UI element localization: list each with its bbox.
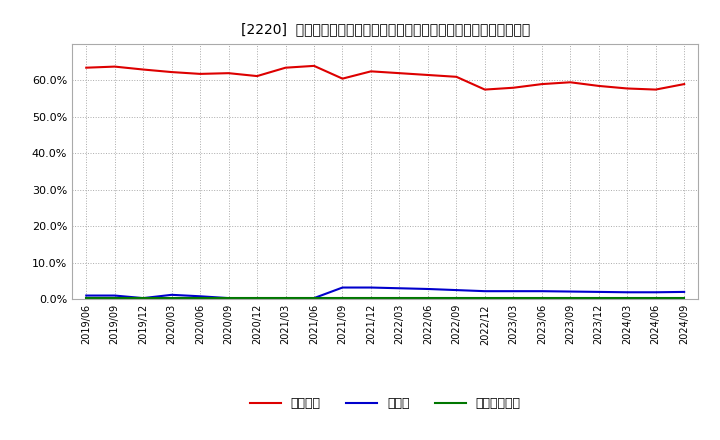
繰延税金資産 bbox=[196, 296, 204, 301]
のれん bbox=[595, 289, 603, 294]
繰延税金資産 bbox=[110, 296, 119, 301]
繰延税金資産 bbox=[566, 296, 575, 301]
自己資本 bbox=[652, 87, 660, 92]
Legend: 自己資本, のれん, 繰延税金資産: 自己資本, のれん, 繰延税金資産 bbox=[245, 392, 526, 415]
のれん bbox=[82, 293, 91, 298]
自己資本 bbox=[680, 81, 688, 87]
のれん bbox=[366, 285, 375, 290]
繰延税金資産 bbox=[537, 296, 546, 301]
のれん bbox=[452, 287, 461, 293]
自己資本 bbox=[537, 81, 546, 87]
繰延税金資産 bbox=[423, 296, 432, 301]
自己資本 bbox=[139, 67, 148, 72]
自己資本 bbox=[480, 87, 489, 92]
のれん bbox=[282, 296, 290, 301]
自己資本 bbox=[395, 70, 404, 76]
のれん bbox=[110, 293, 119, 298]
自己資本 bbox=[366, 69, 375, 74]
自己資本 bbox=[509, 85, 518, 90]
のれん bbox=[139, 296, 148, 301]
のれん bbox=[623, 290, 631, 295]
のれん bbox=[167, 292, 176, 297]
Title: [2220]  自己資本、のれん、繰延税金資産の総資産に対する比率の推移: [2220] 自己資本、のれん、繰延税金資産の総資産に対する比率の推移 bbox=[240, 22, 530, 36]
繰延税金資産 bbox=[282, 296, 290, 301]
のれん bbox=[480, 289, 489, 294]
Line: 自己資本: 自己資本 bbox=[86, 66, 684, 90]
自己資本 bbox=[110, 64, 119, 69]
繰延税金資産 bbox=[167, 296, 176, 301]
繰延税金資産 bbox=[253, 296, 261, 301]
自己資本 bbox=[82, 65, 91, 70]
繰延税金資産 bbox=[509, 296, 518, 301]
自己資本 bbox=[225, 70, 233, 76]
のれん bbox=[680, 289, 688, 294]
繰延税金資産 bbox=[338, 296, 347, 301]
のれん bbox=[509, 289, 518, 294]
繰延税金資産 bbox=[366, 296, 375, 301]
のれん bbox=[253, 296, 261, 301]
Line: のれん: のれん bbox=[86, 287, 684, 298]
のれん bbox=[225, 296, 233, 301]
繰延税金資産 bbox=[225, 296, 233, 301]
のれん bbox=[395, 286, 404, 291]
繰延税金資産 bbox=[680, 296, 688, 301]
自己資本 bbox=[566, 80, 575, 85]
繰延税金資産 bbox=[623, 296, 631, 301]
自己資本 bbox=[310, 63, 318, 69]
のれん bbox=[338, 285, 347, 290]
のれん bbox=[423, 286, 432, 292]
のれん bbox=[566, 289, 575, 294]
繰延税金資産 bbox=[595, 296, 603, 301]
のれん bbox=[196, 293, 204, 299]
のれん bbox=[310, 296, 318, 301]
自己資本 bbox=[623, 86, 631, 91]
自己資本 bbox=[282, 65, 290, 70]
自己資本 bbox=[338, 76, 347, 81]
自己資本 bbox=[167, 70, 176, 75]
繰延税金資産 bbox=[652, 296, 660, 301]
のれん bbox=[652, 290, 660, 295]
繰延税金資産 bbox=[480, 296, 489, 301]
自己資本 bbox=[423, 72, 432, 77]
繰延税金資産 bbox=[452, 296, 461, 301]
繰延税金資産 bbox=[82, 296, 91, 301]
繰延税金資産 bbox=[395, 296, 404, 301]
自己資本 bbox=[595, 83, 603, 88]
繰延税金資産 bbox=[139, 296, 148, 301]
自己資本 bbox=[253, 73, 261, 79]
のれん bbox=[537, 289, 546, 294]
自己資本 bbox=[452, 74, 461, 80]
繰延税金資産 bbox=[310, 296, 318, 301]
自己資本 bbox=[196, 71, 204, 77]
